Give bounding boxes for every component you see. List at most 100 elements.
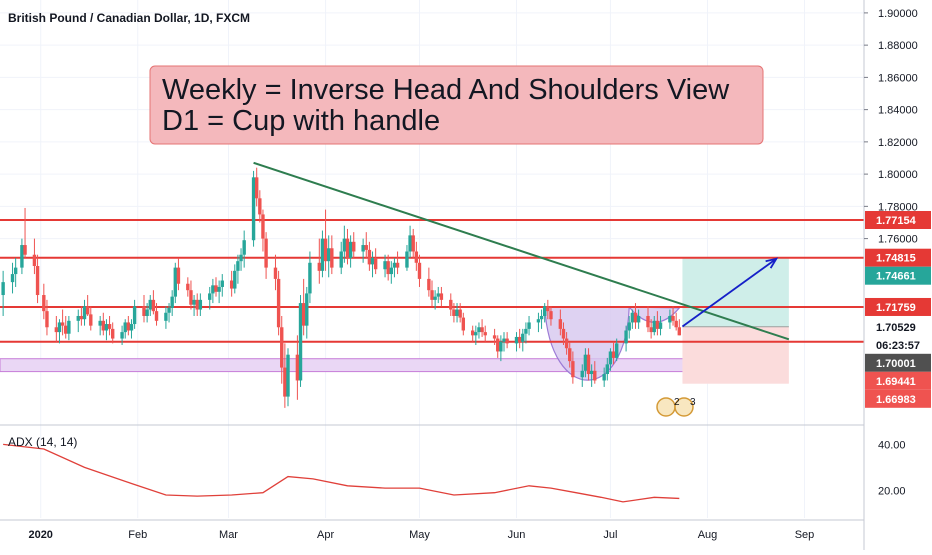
time-tick-label: 2020: [28, 529, 52, 541]
candle-body: [624, 330, 628, 344]
candle-body: [110, 328, 115, 339]
price-tick-label: 1.82000: [878, 137, 918, 149]
candle-body: [326, 248, 331, 262]
candle-body: [433, 296, 437, 300]
candle-body: [436, 293, 440, 297]
price-label: 1.70001: [876, 358, 916, 370]
price-label: 06:23:57: [876, 340, 920, 352]
candle-body: [286, 354, 290, 397]
time-tick-label: Jun: [508, 529, 526, 541]
candle-body: [273, 267, 278, 279]
candle-body: [367, 249, 372, 265]
price-label-bg: [865, 266, 931, 285]
candle-body: [452, 309, 456, 316]
candle-body: [405, 251, 409, 268]
candle-body: [586, 354, 591, 375]
candle-body: [383, 261, 387, 270]
candle-body: [32, 254, 37, 267]
loss-zone: [682, 326, 789, 384]
candle-body: [339, 251, 343, 268]
price-label: 1.74661: [876, 271, 916, 283]
candle-body: [198, 299, 203, 310]
candle-body: [633, 312, 638, 323]
candle-body: [580, 370, 584, 378]
candle-body: [104, 324, 109, 331]
candle-body: [571, 361, 575, 378]
candle-body: [98, 320, 102, 326]
candle-body: [649, 327, 653, 333]
candle-body: [233, 270, 237, 289]
candle-body: [395, 262, 400, 268]
events-badge[interactable]: 2 3: [656, 397, 696, 417]
candle-body: [536, 319, 541, 323]
candle-body: [195, 299, 199, 310]
candle-body: [408, 235, 412, 252]
candle-body: [301, 303, 306, 326]
time-tick-label: Jul: [603, 529, 617, 541]
candle-body: [85, 306, 90, 315]
flag-icon: [656, 397, 676, 417]
price-label: 1.71759: [876, 302, 916, 314]
candle-body: [151, 299, 156, 312]
candle-body: [258, 198, 262, 215]
candle-body: [126, 322, 131, 331]
price-label: 1.70529: [876, 322, 916, 334]
chart-title: British Pound / Canadian Dollar, 1D, FXC…: [8, 11, 250, 25]
candle-body: [107, 324, 112, 329]
candle-body: [283, 367, 287, 397]
candle-body: [120, 332, 124, 339]
candle-body: [101, 320, 106, 331]
candle-body: [352, 241, 356, 252]
candle-body: [89, 314, 93, 326]
candle-body: [542, 306, 547, 316]
candle-body: [461, 317, 466, 331]
price-labels: 1.77154 1.74815 1.74661 1.71759 1.70529 06:23…: [865, 210, 931, 408]
candle-body: [627, 322, 631, 331]
price-label-bg: [865, 248, 931, 267]
time-tick-label: Aug: [698, 529, 718, 541]
candle-body: [480, 327, 484, 333]
candle-body: [170, 296, 174, 308]
candle-body: [514, 336, 519, 344]
candle-body: [23, 245, 27, 255]
candle-body: [154, 311, 159, 321]
candle-body: [298, 303, 303, 381]
candle-body: [668, 315, 672, 323]
price-tick-label: 1.86000: [878, 72, 918, 84]
candle-body: [42, 295, 46, 312]
candle-body: [261, 214, 265, 239]
candle-body: [449, 299, 453, 310]
candle-body: [483, 332, 487, 336]
candle-body: [392, 262, 397, 268]
price-label: 1.66983: [876, 394, 916, 406]
candle-body: [455, 309, 459, 316]
price-label-bg: [865, 297, 931, 316]
trendline: [253, 161, 790, 341]
candle-body: [602, 374, 606, 381]
annotation-note[interactable]: Weekly = Inverse Head And Shoulders View…: [149, 65, 764, 145]
drawings: [253, 161, 790, 341]
candle-body: [524, 328, 528, 334]
price-tick-label: 1.90000: [878, 8, 918, 20]
adx-tick-label: 40.00: [878, 439, 906, 451]
candle-body: [251, 177, 256, 241]
candle-body: [614, 343, 619, 358]
candle-body: [276, 278, 281, 328]
candle-body: [254, 177, 259, 199]
candle-body: [546, 306, 550, 312]
candle-body: [345, 238, 350, 258]
support-zone: [0, 358, 787, 373]
candle-body: [1, 282, 5, 296]
candle-body: [239, 254, 243, 262]
price-label: 1.69441: [876, 376, 916, 388]
price-tick-label: 1.84000: [878, 105, 918, 117]
candle-body: [192, 299, 196, 305]
candle-body: [674, 320, 678, 328]
annotation-line2: D1 = Cup with handle: [162, 105, 440, 137]
candle-body: [611, 351, 616, 358]
candle-body: [330, 248, 334, 268]
time-tick-label: May: [409, 529, 430, 541]
candle-body: [427, 278, 431, 291]
